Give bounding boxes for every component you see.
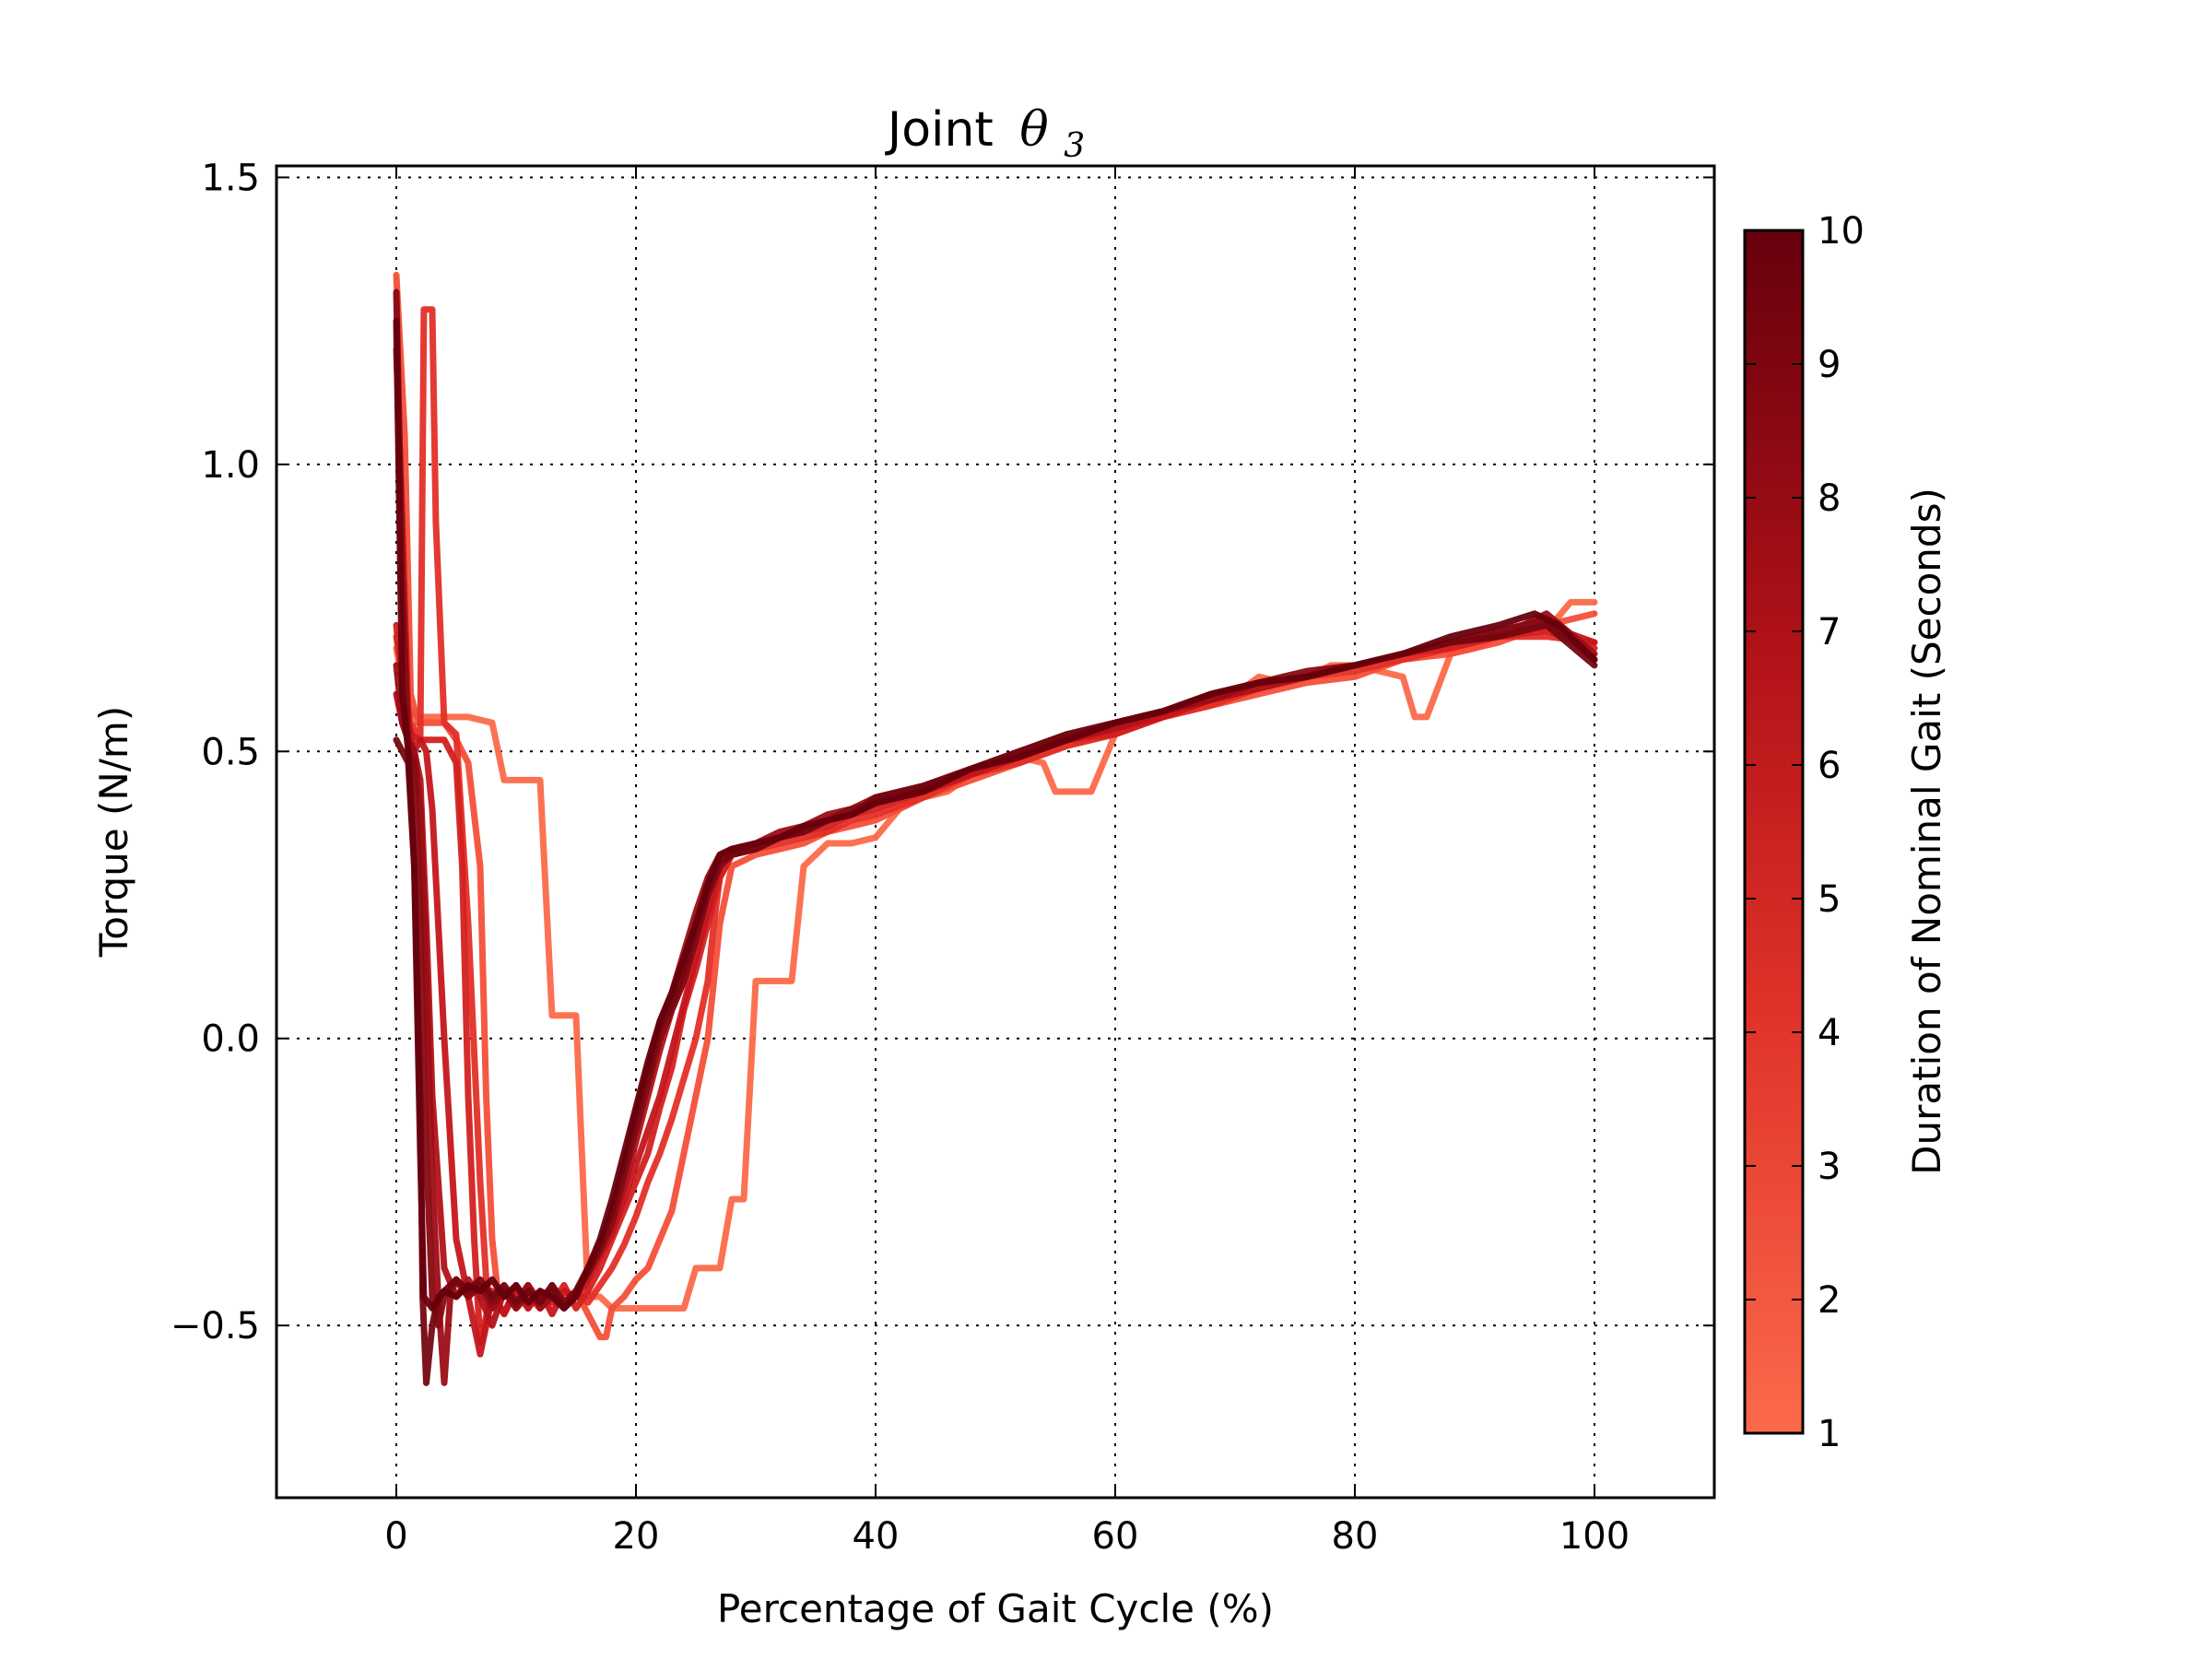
colorbar-label: Duration of Nominal Gait (Seconds) xyxy=(1904,488,1949,1175)
y-tick-label: 1.0 xyxy=(201,444,260,487)
x-axis-label: Percentage of Gait Cycle (%) xyxy=(717,1586,1274,1631)
y-tick-label: 1.5 xyxy=(201,157,260,199)
grid xyxy=(276,166,1714,1498)
x-tick-label: 0 xyxy=(384,1515,407,1558)
y-tick-label: 0.5 xyxy=(201,731,260,773)
colorbar-gradient xyxy=(1745,230,1803,1433)
colorbar-tick-label: 9 xyxy=(1818,344,1841,386)
colorbar-tick-label: 2 xyxy=(1818,1279,1841,1322)
title-symbol: θ xyxy=(1019,102,1048,158)
series-line-3 xyxy=(393,306,1598,1312)
colorbar-tick-label: 5 xyxy=(1818,878,1841,921)
colorbar-tick-label: 7 xyxy=(1818,611,1841,653)
y-tick-label: −0.5 xyxy=(171,1305,260,1347)
series-line-5 xyxy=(393,346,1598,1358)
x-tick-label: 80 xyxy=(1332,1515,1379,1558)
y-tick-label: 0.0 xyxy=(201,1018,260,1061)
title-subscript: 3 xyxy=(1064,127,1085,165)
x-tick-label: 40 xyxy=(853,1515,900,1558)
series-line-2 xyxy=(393,271,1598,1341)
y-axis: −0.5 0.0 0.5 1.0 1.5 xyxy=(171,157,1714,1347)
colorbar-tick-label: 8 xyxy=(1818,477,1841,520)
colorbar-tick-label: 6 xyxy=(1818,745,1841,787)
y-axis-label: Torque (N/m) xyxy=(91,706,136,958)
series-layer xyxy=(393,271,1598,1386)
x-tick-label: 20 xyxy=(613,1515,660,1558)
series-line-6 xyxy=(393,616,1598,1329)
series-line-4 xyxy=(393,621,1598,1347)
colorbar-tick-label: 10 xyxy=(1818,210,1865,253)
series-line-8 xyxy=(393,288,1598,1329)
x-axis: 0 20 40 60 80 100 xyxy=(384,166,1630,1558)
colorbar-tick-label: 1 xyxy=(1818,1413,1841,1455)
colorbar-tick-label: 3 xyxy=(1818,1146,1841,1188)
colorbar-tick-label: 4 xyxy=(1818,1012,1841,1054)
x-tick-label: 60 xyxy=(1092,1515,1139,1558)
plot-frame xyxy=(275,164,1716,1500)
x-tick-label: 100 xyxy=(1559,1515,1630,1558)
series-line-9 xyxy=(393,621,1598,1386)
chart-title: Joint θ 3 xyxy=(885,102,1085,165)
colorbar-frame xyxy=(1743,229,1805,1435)
series-line-7 xyxy=(393,610,1598,1386)
series-line-10 xyxy=(393,317,1598,1312)
colorbar-ticks: 1 2 3 4 5 6 7 8 9 10 xyxy=(1745,210,1865,1455)
series-line-1 xyxy=(393,598,1598,1312)
